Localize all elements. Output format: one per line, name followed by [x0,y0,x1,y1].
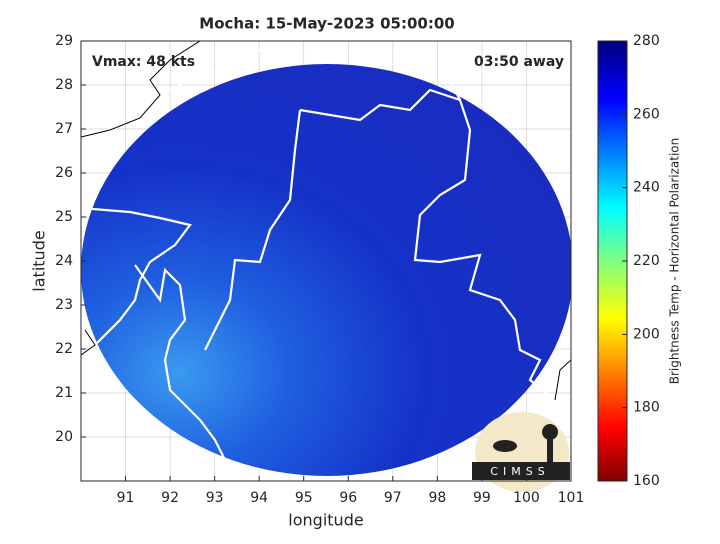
x-tick-label: 95 [295,490,313,506]
colorbar-tick-label: 220 [633,253,660,269]
x-tick-label: 97 [384,490,402,506]
y-tick-label: 21 [55,385,73,401]
y-tick-label: 22 [55,341,73,357]
x-tick-label: 91 [117,490,135,506]
x-tick-label: 98 [428,490,446,506]
colorbar-tick-label: 180 [633,400,660,416]
y-tick-label: 25 [55,209,73,225]
x-tick-label: 101 [558,490,585,506]
colorbar-tick-label: 200 [633,326,660,342]
colorbar-tick-label: 280 [633,33,660,49]
y-tick-label: 24 [55,253,73,269]
logo-text: CIMSS [490,465,549,478]
x-tick-label: 92 [161,490,179,506]
colorbar-tick-label: 160 [633,473,660,489]
x-tick-label: 96 [339,490,357,506]
y-tick-label: 26 [55,165,73,181]
x-tick-label: 93 [206,490,224,506]
annotation: Vmax: 48 kts [92,54,195,70]
x-axis-label: longitude [288,511,363,530]
chart-title: Mocha: 15-May-2023 05:00:00 [199,15,454,33]
logo: CIMSS [472,412,570,492]
colorbar-label: Brightness Temp - Horizontal Polarizatio… [668,138,682,385]
annotation: 03:50 away [474,54,564,70]
y-tick-label: 23 [55,297,73,313]
swath [81,64,571,476]
y-tick-label: 29 [55,33,73,49]
borders [81,41,571,401]
x-tick-label: 100 [513,490,540,506]
x-tick-label: 99 [473,490,491,506]
satellite-image [81,41,571,481]
y-tick-label: 28 [55,77,73,93]
y-axis-label: latitude [30,230,49,291]
y-tick-label: 27 [55,121,73,137]
colorbar-tick-label: 260 [633,106,660,122]
x-tick-label: 94 [250,490,268,506]
y-tick-label: 20 [55,429,73,445]
colorbar-tick-label: 240 [633,180,660,196]
